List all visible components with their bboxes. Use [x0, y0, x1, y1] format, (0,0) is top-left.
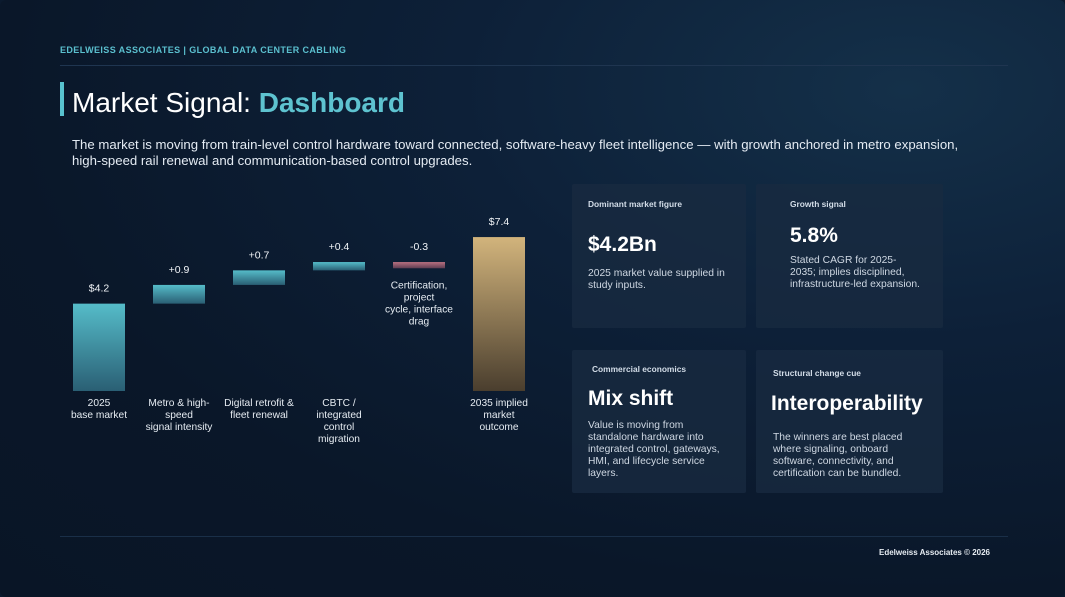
- data-label-4: +0.4: [329, 241, 350, 253]
- card-value: Mix shift: [588, 387, 674, 410]
- footer-divider: [60, 536, 1008, 537]
- category-label-3: Digital retrofit & fleet renewal: [224, 398, 294, 421]
- card-desc: The winners are best placed where signali…: [773, 432, 903, 479]
- category-label-5: Certification, project cycle, interface dra…: [385, 280, 453, 327]
- category-label-1: 2025 base market: [71, 398, 127, 421]
- bar-5: [393, 262, 445, 269]
- card-growth-signal: Growth signal 5.8% Stated CAGR for 2025-…: [756, 184, 943, 328]
- title-accent-bar: [60, 82, 64, 116]
- bar-2: [153, 284, 205, 304]
- eyebrow: EDELWEISS ASSOCIATES | GLOBAL DATA CENTE…: [60, 45, 347, 55]
- page-title: Market Signal: Dashboard: [72, 86, 405, 120]
- card-desc: 2025 market value supplied in study input…: [588, 268, 725, 291]
- card-desc: Stated CAGR for 2025- 2035; implies disci…: [790, 255, 920, 290]
- card-structural-change: Structural change cue Interoperability T…: [756, 350, 943, 493]
- bar-3: [233, 270, 285, 285]
- card-value: Interoperability: [771, 392, 923, 415]
- card-label: Dominant market figure: [588, 199, 683, 209]
- card-label: Growth signal: [790, 199, 846, 209]
- card-label: Commercial economics: [592, 364, 687, 374]
- card-dominant-market: Dominant market figure $4.2Bn 2025 marke…: [572, 184, 746, 328]
- data-label-6: $7.4: [489, 216, 510, 228]
- data-label-3: +0.7: [249, 249, 270, 261]
- header-divider: [60, 65, 1008, 66]
- card-desc: Value is moving from standalone hardware …: [588, 420, 720, 479]
- card-commercial-economics: Commercial economics Mix shift Value is …: [572, 350, 746, 493]
- title-main: Market Signal:: [72, 87, 259, 118]
- category-label-4: CBTC / integrated control migration: [316, 398, 362, 445]
- footer-copyright: Edelweiss Associates © 2026: [879, 548, 990, 557]
- data-label-1: $4.2: [89, 283, 110, 295]
- card-value: 5.8%: [790, 224, 838, 247]
- card-label: Structural change cue: [773, 368, 861, 378]
- waterfall-chart: $4.2 2025 base market +0.9 Metro & high-spee…: [71, 216, 528, 445]
- lede-text: The market is moving from train-level co…: [72, 137, 959, 168]
- bar-4: [313, 262, 365, 271]
- title-accent: Dashboard: [258, 87, 405, 118]
- category-label-6: 2035 implied market outcome: [470, 398, 528, 433]
- card-value: $4.2Bn: [588, 233, 657, 256]
- data-label-2: +0.9: [169, 264, 190, 276]
- bar-6: [473, 237, 525, 391]
- data-label-5: -0.3: [410, 241, 428, 253]
- bar-1: [73, 303, 125, 391]
- category-label-2: Metro & high-speed signal intensity: [146, 398, 214, 433]
